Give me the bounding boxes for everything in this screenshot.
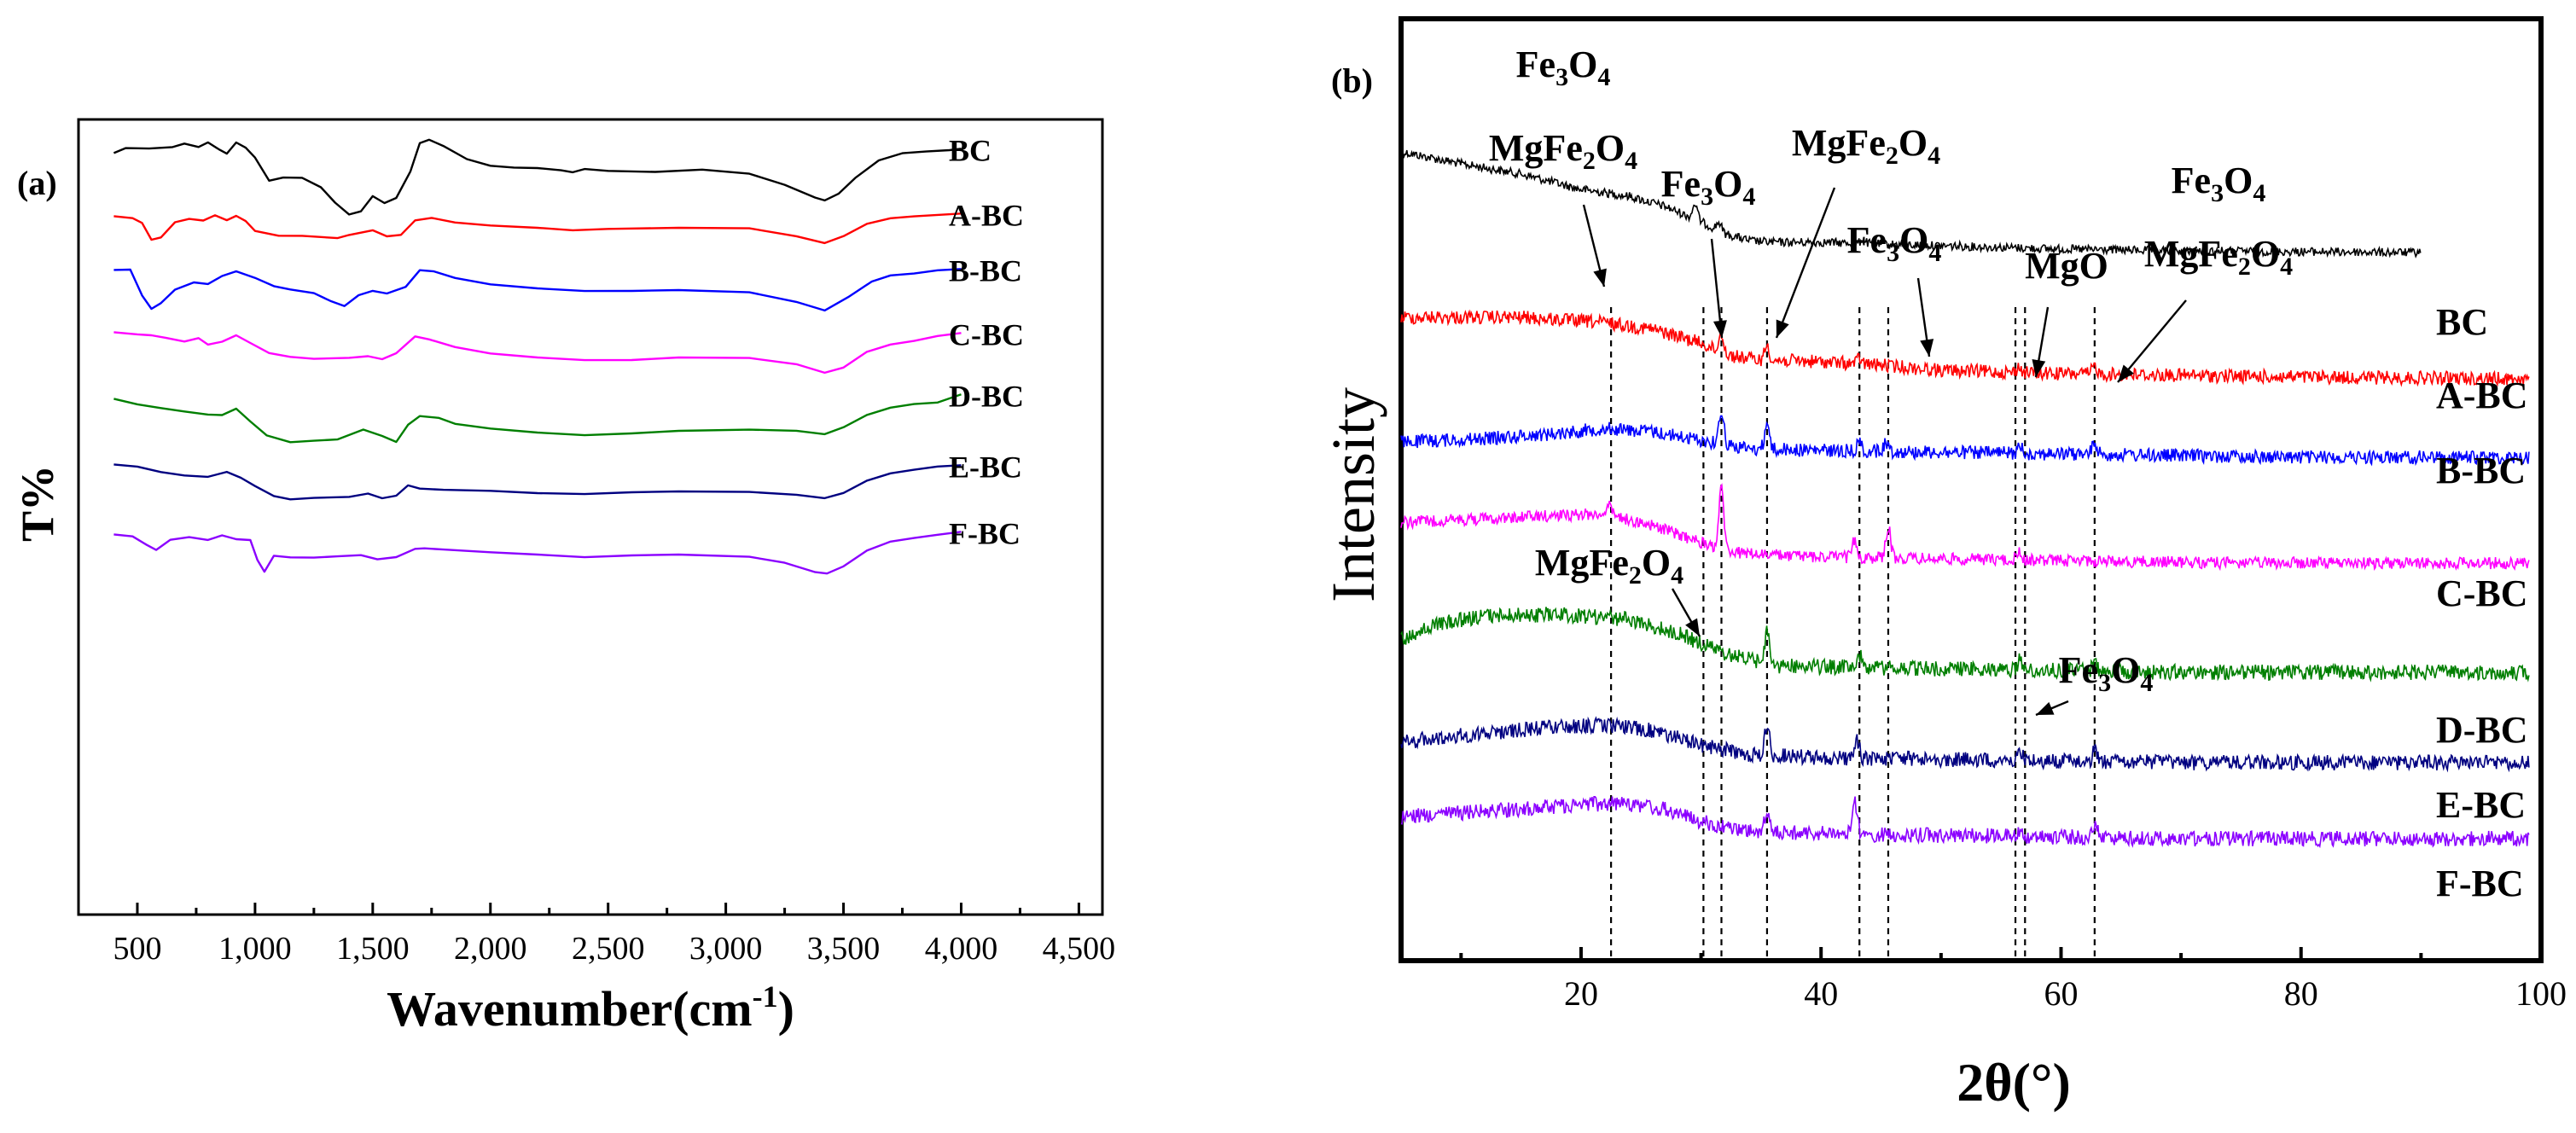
- series-f-bc-trace: [1400, 796, 2530, 849]
- annotation-arrowhead: [2118, 364, 2134, 382]
- annotation-arrow: [1775, 187, 1836, 339]
- series-bc-trace: [1400, 148, 2422, 259]
- x-tick-label: 1,000: [218, 931, 292, 967]
- series-label-f-bc: F-BC: [2436, 863, 2524, 904]
- series-label-c-bc: C-BC: [2436, 572, 2528, 614]
- x-label-tail: ): [778, 981, 794, 1037]
- series-d-bc-line: [113, 393, 962, 444]
- series-label-d-bc: D-BC: [949, 379, 1024, 413]
- series-bc-line: [113, 138, 962, 216]
- series-label-d-bc: D-BC: [2436, 709, 2528, 751]
- label-mgfe2o4: MgFe2O4: [1535, 542, 1683, 590]
- panel-a-label: (a): [17, 164, 57, 202]
- panel-b-x-ticks: [1459, 947, 2543, 961]
- series-label-c-bc: C-BC: [949, 317, 1024, 352]
- series-label-b-bc: B-BC: [2436, 450, 2526, 491]
- panel-b-phase-annotations: Fe3O4 MgFe2O4 Fe3O4 MgFe2O4 Fe3O4 MgO Fe3O4 MgF…: [1489, 44, 2293, 717]
- panel-b-reference-lines: [1610, 307, 2096, 961]
- x-tick-label: 3,000: [689, 931, 763, 967]
- series-c-bc-trace: [1400, 483, 2530, 572]
- series-a-bc-trace: [1400, 309, 2530, 387]
- annotation-arrowhead: [1712, 320, 1727, 338]
- panel-b-plot-frame: [1398, 16, 2544, 963]
- series-c-bc-line: [113, 331, 962, 375]
- panel-a-series-labels: BC A-BC B-BC C-BC D-BC E-BC F-BC: [949, 133, 1024, 550]
- annotation-arrowhead: [1685, 618, 1700, 636]
- label-fe3o4: Fe3O4: [1516, 44, 1611, 91]
- label-mgfe2o4: MgFe2O4: [2144, 233, 2293, 281]
- panel-a-x-ticks: [136, 903, 1080, 915]
- panel-b-x-tick-labels: 20 40 60 80 100: [1564, 974, 2567, 1013]
- x-tick-label: 2,500: [572, 931, 645, 967]
- x-label-main: Wavenumber(cm: [387, 981, 753, 1037]
- x-tick-label: 100: [2515, 974, 2567, 1013]
- series-f-bc-line: [113, 531, 962, 575]
- panel-b-y-axis-label: Intensity: [1319, 387, 1387, 602]
- annotation-arrowhead: [1920, 339, 1934, 357]
- annotation-arrow: [2117, 299, 2187, 383]
- x-tick-label: 4,000: [925, 931, 998, 967]
- x-tick-label: 500: [113, 931, 161, 967]
- annotation-arrowhead: [2036, 701, 2055, 715]
- panel-a-y-axis-label: T%: [12, 465, 63, 542]
- series-label-bc: BC: [2436, 301, 2488, 343]
- x-tick-label: 40: [1804, 974, 1838, 1013]
- panel-a: (a) 500 1,000 1,500 2,000 2,500 3,000 3,500 4,0…: [12, 118, 1115, 1037]
- x-tick-label: 3,500: [807, 931, 881, 967]
- panel-b-series: [1400, 148, 2530, 849]
- x-label-superscript: -1: [753, 979, 778, 1014]
- series-label-f-bc: F-BC: [949, 516, 1021, 550]
- panel-a-series: [113, 138, 962, 575]
- series-e-bc-line: [113, 463, 962, 501]
- series-label-a-bc: A-BC: [949, 198, 1024, 232]
- x-tick-label: 1,500: [336, 931, 410, 967]
- x-tick-label: 80: [2284, 974, 2318, 1013]
- series-d-bc-trace: [1400, 607, 2530, 683]
- x-tick-label: 4,500: [1043, 931, 1116, 967]
- label-fe3o4: Fe3O4: [1847, 219, 1942, 267]
- panel-b-x-axis-label: 2θ(°): [1957, 1052, 2071, 1113]
- panel-a-x-axis-label: Wavenumber(cm-1): [387, 979, 794, 1037]
- label-mgfe2o4: MgFe2O4: [1792, 122, 1940, 170]
- series-a-bc-line: [113, 212, 962, 245]
- panel-b-series-labels: BC A-BC B-BC C-BC D-BC E-BC F-BC: [2436, 301, 2528, 904]
- series-label-e-bc: E-BC: [2436, 784, 2526, 826]
- panel-a-plot-frame: [77, 118, 1104, 916]
- annotation-arrowhead: [1593, 268, 1607, 287]
- label-mgfe2o4: MgFe2O4: [1489, 127, 1637, 175]
- series-b-bc-trace: [1400, 415, 2530, 467]
- series-label-b-bc: B-BC: [949, 253, 1022, 288]
- series-b-bc-line: [113, 268, 962, 312]
- series-label-e-bc: E-BC: [949, 450, 1022, 484]
- series-label-a-bc: A-BC: [2436, 375, 2528, 416]
- label-fe3o4: Fe3O4: [2059, 649, 2154, 697]
- annotation-arrowhead: [1776, 319, 1789, 338]
- label-fe3o4: Fe3O4: [2172, 160, 2266, 207]
- panel-b: (b) 20 40 60 80 100 BC A-BC B-BC C-BC D-BC E-BC F-…: [1319, 16, 2567, 1113]
- label-fe3o4: Fe3O4: [1661, 163, 1756, 211]
- x-tick-label: 2,000: [454, 931, 527, 967]
- panel-b-label: (b): [1331, 61, 1373, 100]
- label-mgo: MgO: [2025, 245, 2108, 287]
- x-tick-label: 20: [1564, 974, 1598, 1013]
- x-tick-label: 60: [2044, 974, 2078, 1013]
- series-label-bc: BC: [949, 133, 991, 167]
- series-e-bc-trace: [1400, 716, 2530, 773]
- annotation-arrowhead: [2032, 358, 2046, 377]
- panel-a-x-tick-labels: 500 1,000 1,500 2,000 2,500 3,000 3,500 4,000 4,…: [113, 931, 1115, 967]
